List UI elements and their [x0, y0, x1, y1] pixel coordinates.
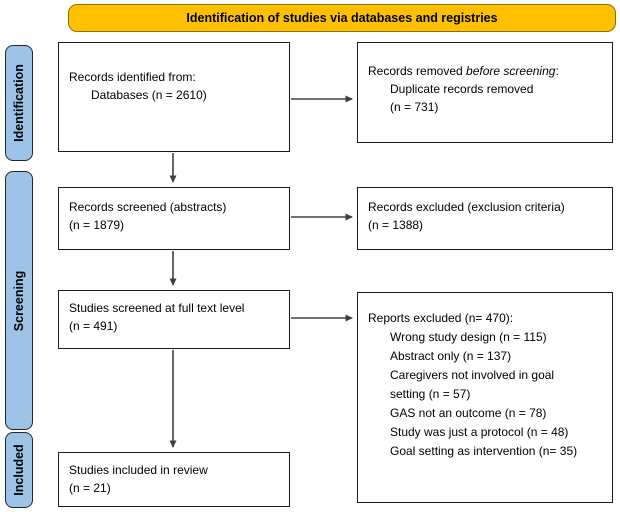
box-line: Databases (n = 2610)	[91, 88, 207, 102]
stage-label-screening: Screening	[12, 270, 26, 331]
box-line: Duplicate records removed	[390, 82, 534, 96]
box-line: Studies screened at full text level	[69, 301, 245, 315]
box-included-review: Studies included in review (n = 21)	[58, 452, 290, 507]
stage-label-included: Included	[12, 444, 26, 496]
box-line: (n = 1388)	[368, 218, 424, 232]
box-line: Abstract only (n = 137)	[390, 349, 512, 363]
box-line: Records screened (abstracts)	[69, 200, 227, 214]
box-line: Study was just a protocol (n = 48)	[390, 425, 569, 439]
box-line: (n = 21)	[69, 481, 111, 495]
box-line: Goal setting as intervention (n= 35)	[390, 444, 578, 458]
box-line: Reports excluded (n= 470):	[368, 311, 514, 325]
box-line: Wrong study design (n = 115)	[390, 330, 547, 344]
box-records-identified: Records identified from: Databases (n = …	[58, 42, 290, 152]
stage-included: Included	[5, 432, 33, 508]
box-line: Records excluded (exclusion criteria)	[368, 200, 565, 214]
box-line: GAS not an outcome (n = 78)	[390, 406, 547, 420]
box-line: Records identified from:	[69, 70, 196, 84]
box-records-screened: Records screened (abstracts) (n = 1879)	[58, 187, 290, 250]
box-line: setting (n = 57)	[390, 387, 471, 401]
box-line: (n = 491)	[69, 319, 118, 333]
box-fulltext-screened: Studies screened at full text level (n =…	[58, 290, 290, 349]
stage-screening: Screening	[5, 171, 33, 430]
box-records-removed: Records removed before screening: Duplic…	[357, 42, 613, 143]
stage-label-identification: Identification	[12, 64, 26, 142]
box-records-excluded: Records excluded (exclusion criteria) (n…	[357, 187, 613, 250]
box-line: Studies included in review	[69, 463, 208, 477]
box-line: (n = 731)	[390, 100, 439, 114]
stage-identification: Identification	[5, 45, 33, 161]
banner-title: Identification of studies via databases …	[68, 4, 616, 32]
box-line: Records removed before screening:	[368, 64, 559, 78]
box-reports-excluded: Reports excluded (n= 470): Wrong study d…	[357, 292, 613, 503]
box-line: Caregivers not involved in goal	[390, 368, 555, 382]
italic-phrase: before screening	[466, 64, 556, 78]
box-line: (n = 1879)	[69, 218, 125, 232]
